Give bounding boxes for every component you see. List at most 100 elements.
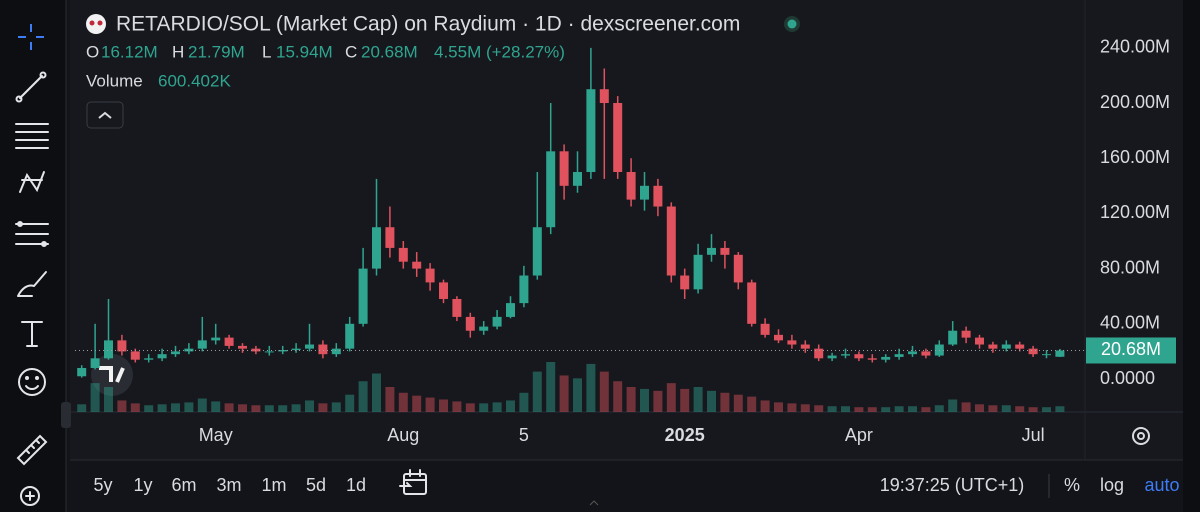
scale-option[interactable]: % bbox=[1064, 475, 1080, 495]
range-button[interactable]: 1m bbox=[261, 475, 286, 495]
candle-body bbox=[613, 103, 623, 173]
brush-tool[interactable] bbox=[17, 271, 47, 297]
volume-bar bbox=[398, 392, 408, 412]
line-tool[interactable] bbox=[15, 71, 47, 103]
candle-body bbox=[291, 348, 301, 351]
y-tick-label: 160.00M bbox=[1100, 147, 1170, 167]
candle-body bbox=[908, 351, 917, 355]
candle-body bbox=[372, 227, 381, 269]
volume-bar bbox=[707, 390, 716, 412]
y-tick-label: 80.00M bbox=[1100, 257, 1160, 277]
candle-body bbox=[144, 358, 154, 360]
candle-body bbox=[948, 330, 958, 345]
volume-bar bbox=[640, 388, 649, 412]
text-tool[interactable] bbox=[21, 321, 43, 347]
candle-body bbox=[492, 316, 502, 327]
ruler-tool[interactable] bbox=[16, 434, 48, 466]
volume-bar bbox=[278, 405, 288, 412]
legend-value: 15.94M bbox=[276, 42, 333, 61]
candle-body bbox=[653, 185, 663, 207]
scale-option[interactable]: log bbox=[1100, 475, 1124, 495]
volume-bar bbox=[251, 405, 261, 412]
volume-bar bbox=[747, 396, 757, 412]
volume-bar bbox=[197, 398, 207, 412]
volume-bar bbox=[264, 405, 274, 412]
collapse-toolbar[interactable] bbox=[61, 402, 71, 428]
volume-bar bbox=[1015, 406, 1025, 412]
candle-body bbox=[171, 351, 180, 355]
volume-bar bbox=[800, 404, 810, 412]
volume-bar bbox=[774, 402, 783, 412]
volume-bar bbox=[934, 405, 944, 412]
volume-bar bbox=[546, 362, 556, 412]
volume-bar bbox=[318, 403, 328, 412]
candle-body bbox=[224, 337, 234, 346]
volume-bar bbox=[385, 387, 395, 412]
range-button[interactable]: 1d bbox=[346, 475, 366, 495]
emoji-tool[interactable] bbox=[18, 368, 46, 396]
candle-body bbox=[961, 330, 971, 338]
candle-body bbox=[439, 282, 448, 299]
volume-bar bbox=[827, 406, 837, 412]
scale-option[interactable]: auto bbox=[1144, 475, 1179, 495]
x-tick-label: Jul bbox=[1022, 425, 1045, 445]
candle-body bbox=[867, 358, 877, 360]
candle-body bbox=[666, 206, 676, 276]
zoom-tool[interactable] bbox=[20, 486, 40, 506]
channel-tool[interactable] bbox=[15, 123, 49, 149]
volume-bar bbox=[1001, 405, 1011, 412]
volume-bar bbox=[975, 404, 984, 412]
range-button[interactable]: 6m bbox=[171, 475, 196, 495]
volume-bar bbox=[331, 402, 341, 412]
volume-bar bbox=[867, 407, 877, 412]
volume-bar bbox=[573, 378, 582, 412]
candle-body bbox=[975, 337, 984, 345]
candle-body bbox=[506, 303, 515, 317]
candle-body bbox=[104, 340, 113, 359]
candle-body bbox=[854, 354, 864, 359]
range-button[interactable]: 5d bbox=[306, 475, 326, 495]
volume-bar bbox=[171, 403, 180, 412]
candle-body bbox=[157, 354, 167, 359]
volume-bar bbox=[814, 405, 824, 412]
candle-body bbox=[827, 355, 837, 359]
candle-body bbox=[988, 344, 998, 349]
collapse-legend[interactable] bbox=[86, 101, 124, 129]
date-range-button[interactable] bbox=[399, 469, 427, 495]
pattern-tool[interactable] bbox=[19, 171, 45, 193]
token-icon bbox=[86, 14, 106, 34]
range-button[interactable]: 5y bbox=[93, 475, 112, 495]
volume-bar bbox=[224, 403, 234, 412]
range-button[interactable]: 3m bbox=[216, 475, 241, 495]
legend-value: 21.79M bbox=[188, 42, 245, 61]
x-tick-label: Apr bbox=[845, 425, 873, 445]
settings-button[interactable] bbox=[1132, 427, 1150, 445]
candle-body bbox=[130, 351, 140, 360]
candle-body bbox=[1028, 348, 1038, 355]
scroll-strip bbox=[1183, 0, 1200, 512]
crosshair-tool[interactable] bbox=[18, 24, 44, 50]
candle-body bbox=[1001, 344, 1011, 349]
volume-bar bbox=[358, 381, 368, 412]
candle-body bbox=[747, 282, 757, 324]
last-price-badge bbox=[1086, 337, 1176, 364]
y-tick-label: 200.00M bbox=[1100, 92, 1170, 112]
volume-bar bbox=[372, 373, 381, 412]
status-dot bbox=[787, 19, 797, 29]
candle-body bbox=[921, 351, 931, 356]
legend-value: 20.68M bbox=[361, 42, 418, 61]
candle-body bbox=[1015, 344, 1025, 349]
fib-tool[interactable] bbox=[15, 221, 49, 247]
volume-label: Volume bbox=[86, 71, 143, 90]
candle-body bbox=[559, 151, 569, 186]
range-button[interactable]: 1y bbox=[133, 475, 152, 495]
candle-body bbox=[452, 298, 462, 317]
candle-body bbox=[586, 89, 596, 173]
volume-bar bbox=[506, 400, 515, 412]
candle-body bbox=[800, 344, 810, 349]
candle-body bbox=[1055, 350, 1065, 357]
volume-bar bbox=[948, 399, 958, 412]
y-tick-label: 0.0000 bbox=[1100, 368, 1155, 388]
volume-bar bbox=[1042, 407, 1051, 412]
